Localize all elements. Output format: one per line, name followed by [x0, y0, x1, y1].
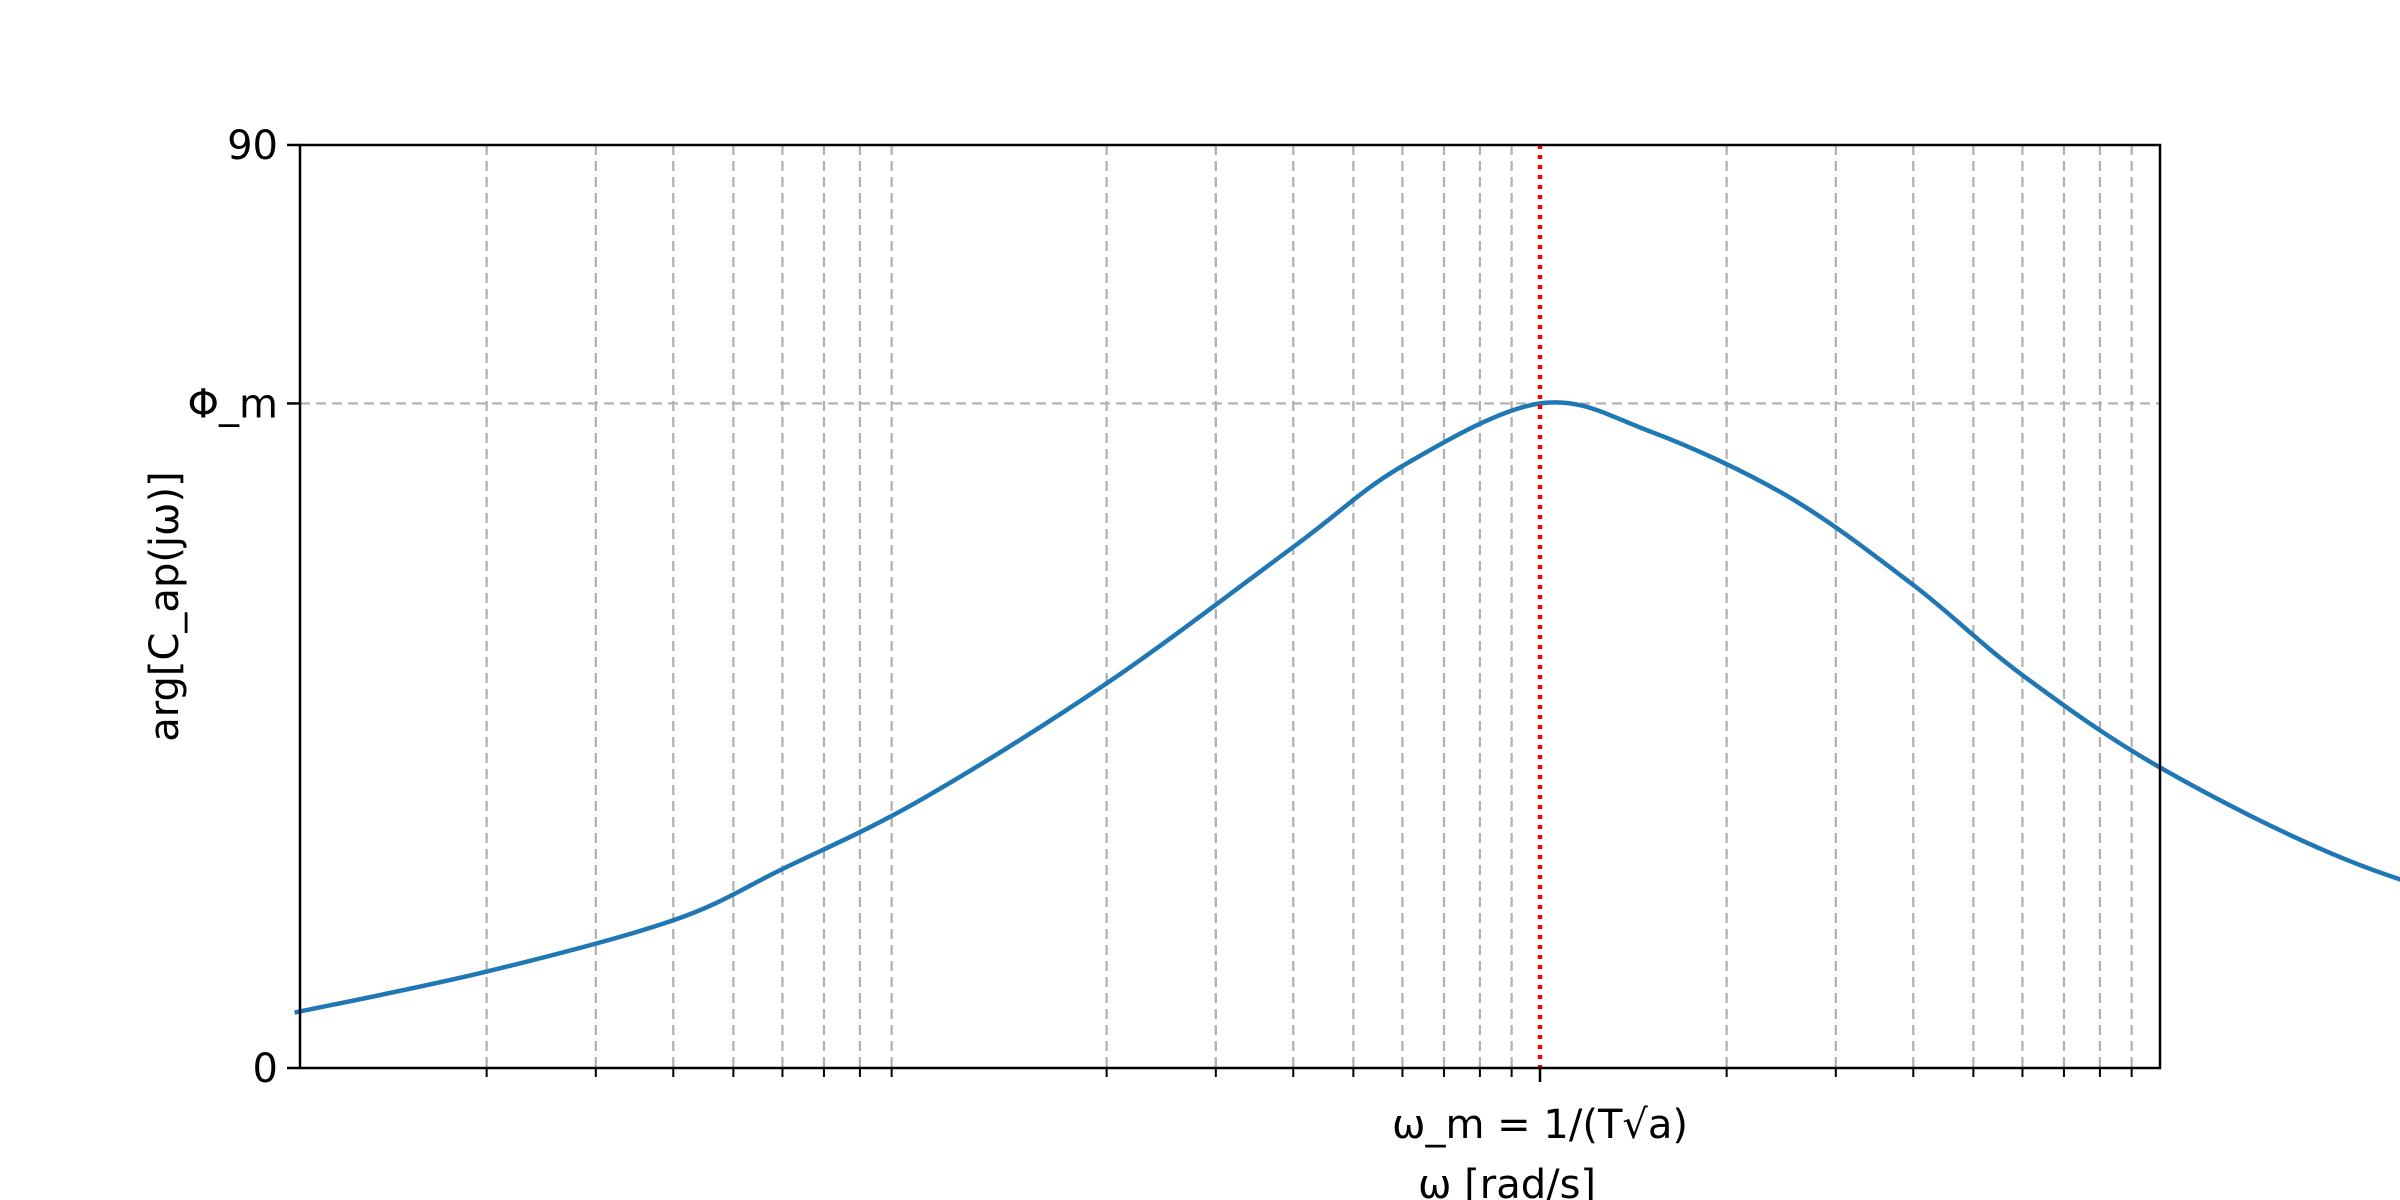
phase-curve	[294, 400, 2400, 1015]
y-tick-label-90: 90	[227, 123, 278, 169]
plot-area	[287, 143, 2400, 1082]
grid-layer	[300, 145, 2160, 1068]
y-tick-label-phi-m: Φ_m	[188, 381, 278, 427]
curve-layer	[294, 400, 2400, 1015]
x-tick-label-omega-m: ω_m = 1/(T√a)	[1392, 1102, 1688, 1148]
y-axis-label: arg[C_ap(jω)]	[142, 471, 188, 742]
x-axis-label: ω [rad/s]	[1418, 1162, 1596, 1200]
y-tick-label-0: 0	[253, 1046, 278, 1092]
tick-layer	[287, 143, 2133, 1082]
axes-frame	[298, 143, 2162, 1070]
